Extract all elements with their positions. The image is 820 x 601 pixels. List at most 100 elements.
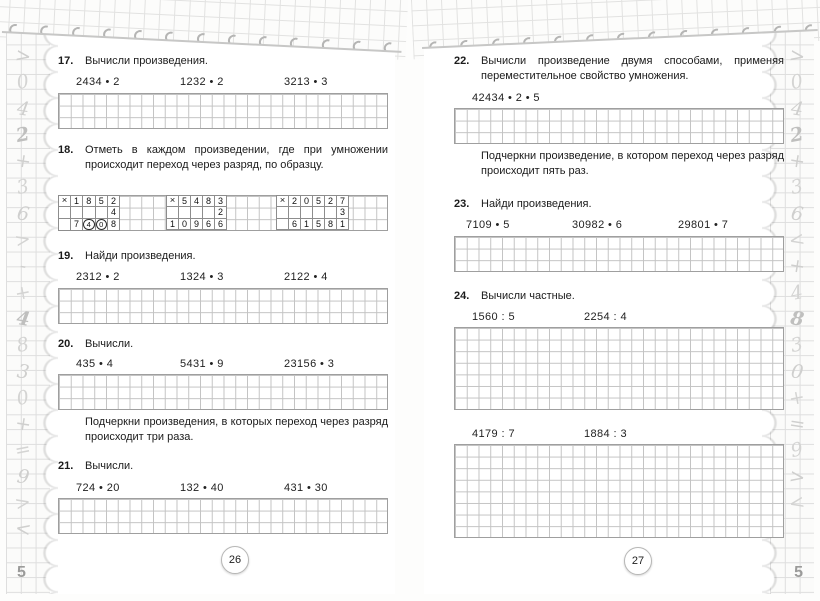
digit-cell: 5 — [312, 194, 325, 208]
page-sheet: >0 4 2 +3 6 > - +4 8 3 0 + = 9 > < 5 17. Вычисли произв… — [6, 32, 395, 594]
expression: 42434 • 2 • 5 — [472, 92, 540, 104]
digit-cell: 1 — [336, 217, 349, 230]
expression: 724 • 20 — [76, 482, 120, 494]
task-title: Вычисли. — [85, 460, 134, 472]
task-24-expressions-b: 4179 : 7 1884 : 3 — [454, 428, 784, 440]
digit-cell — [276, 217, 289, 230]
task-title: Найди произведения. — [481, 198, 592, 210]
digit-cell: 1 — [300, 217, 313, 230]
task-22-header: 22. Вычисли произведение двумя способами… — [454, 54, 784, 84]
digit-cell: 8 — [202, 194, 215, 208]
digit-cell: 3 — [214, 194, 227, 208]
digit-cell — [70, 206, 83, 219]
task-17-expressions: 2434 • 2 1232 • 2 3213 • 3 — [58, 76, 388, 88]
page-content: 17. Вычисли произведения. 2434 • 2 1232 •… — [58, 32, 388, 594]
answer-grid — [454, 327, 784, 410]
task-20-header: 20. Вычисли. — [58, 337, 388, 352]
left-page: >0 4 2 +3 6 > - +4 8 3 0 + = 9 > < 5 17. Вычисли произв… — [0, 0, 409, 594]
task-title: Вычисли. — [85, 338, 134, 350]
digit-cell: × — [58, 194, 71, 208]
digit-cell — [312, 206, 325, 219]
digit-cell: 0 — [94, 217, 108, 232]
expression: 2122 • 4 — [284, 271, 328, 283]
right-page: >0 4 2 +3 6 < +4 8 3 0 + = 9 > < 5 22. Вычисли произве… — [410, 0, 820, 594]
task-22-note: Подчеркни произведение, в котором перехо… — [481, 150, 784, 177]
task-title: Найди произведения. — [85, 250, 196, 262]
task-number: 21. — [58, 460, 74, 472]
expression: 431 • 30 — [284, 482, 328, 494]
expression: 3213 • 3 — [284, 76, 328, 88]
task-19-header: 19. Найди произведения. — [58, 249, 388, 264]
digit-cell — [276, 206, 289, 219]
digit-cell — [58, 206, 71, 219]
digit-cell — [94, 206, 108, 219]
task-title: Вычисли произведения. — [85, 55, 208, 67]
digit-cell: 4 — [190, 194, 203, 208]
digit-cell: 5 — [94, 194, 108, 208]
task-number: 17. — [58, 55, 74, 67]
digit-cell: 3 — [336, 206, 349, 219]
digit-cell: 2 — [107, 194, 120, 208]
digit-cell: 1 — [70, 194, 83, 208]
digit-cell: 7 — [70, 217, 83, 232]
page-number-badge: 26 — [221, 546, 249, 574]
expression: 2254 : 4 — [584, 311, 627, 323]
task-17-header: 17. Вычисли произведения. — [58, 54, 388, 69]
task-20-expressions: 435 • 4 5431 • 9 23156 • 3 — [58, 358, 388, 370]
digit-cell: 6 — [288, 217, 301, 230]
digit-cell: 9 — [190, 217, 203, 230]
digit-cell — [166, 206, 179, 219]
expression: 29801 • 7 — [678, 219, 729, 231]
expression: 1884 : 3 — [584, 428, 627, 440]
digit-cell: 2 — [214, 206, 227, 219]
task-21-expressions: 724 • 20 132 • 40 431 • 30 — [58, 482, 388, 494]
expression: 1560 : 5 — [472, 311, 515, 323]
digit-cell: 2 — [288, 194, 301, 208]
task-number: 20. — [58, 338, 74, 350]
task-22-expressions: 42434 • 2 • 5 — [454, 92, 784, 104]
page-content: 22. Вычисли произведение двумя способами… — [454, 30, 784, 594]
digit-cell: 5 — [178, 194, 191, 208]
task-title: Вычисли произведение двумя способами, пр… — [481, 55, 784, 82]
digit-cell: 0 — [178, 217, 191, 230]
task-number: 22. — [454, 55, 470, 67]
page-number-badge: 27 — [624, 547, 652, 575]
page-sheet: >0 4 2 +3 6 < +4 8 3 0 + = 9 > < 5 22. Вычисли произве… — [424, 30, 814, 594]
expression: 2434 • 2 — [76, 76, 120, 88]
expression: 1232 • 2 — [180, 76, 224, 88]
answer-grid — [58, 498, 388, 534]
task-number: 19. — [58, 250, 74, 262]
digit-cell — [324, 206, 337, 219]
digit-cell — [300, 206, 313, 219]
digit-cell: 8 — [82, 194, 96, 208]
task-24-expressions-a: 1560 : 5 2254 : 4 — [454, 311, 784, 323]
digit-cell: 4 — [107, 206, 120, 219]
answer-grid — [454, 444, 784, 538]
expression: 23156 • 3 — [284, 358, 335, 370]
margin-number: 5 — [17, 564, 26, 581]
digit-cell: 6 — [202, 217, 215, 230]
task-title: Отметь в каждом произведении, где при ум… — [85, 144, 388, 171]
digit-cell — [58, 217, 71, 232]
expression: 2312 • 2 — [76, 271, 120, 283]
multiplication-example-2: × 5 4 8 3 2 1 0 9 6 6 — [166, 194, 227, 230]
margin-strip: >0 4 2 +3 6 > - +4 8 3 0 + = 9 > < 5 — [6, 32, 58, 594]
task-title: Вычисли частные. — [481, 290, 575, 302]
digit-cell: 1 — [166, 217, 179, 230]
digit-cell: 2 — [324, 194, 337, 208]
expression: 435 • 4 — [76, 358, 114, 370]
multiplication-example-1: × 1 8 5 2 4 7 4 0 8 — [58, 194, 120, 232]
task-21-header: 21. Вычисли. — [58, 459, 388, 474]
digit-cell: 7 — [336, 194, 349, 208]
answer-grid — [58, 288, 388, 324]
digit-cell: × — [276, 194, 289, 208]
task-number: 18. — [58, 144, 74, 156]
task-23-expressions: 7109 • 5 30982 • 6 29801 • 7 — [454, 219, 784, 231]
task-19-expressions: 2312 • 2 1324 • 3 2122 • 4 — [58, 271, 388, 283]
digit-cell — [178, 206, 191, 219]
digit-cell: 8 — [107, 217, 120, 232]
answer-grid — [58, 93, 388, 129]
task-20-note: Подчеркни произведения, в которых перехо… — [85, 416, 388, 443]
task-18-header: 18. Отметь в каждом произведении, где пр… — [58, 143, 388, 173]
expression: 5431 • 9 — [180, 358, 224, 370]
